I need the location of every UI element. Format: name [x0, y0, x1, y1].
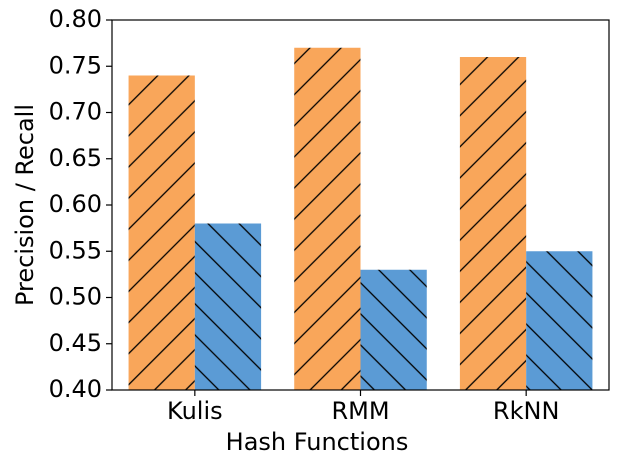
plot-frame — [111, 19, 610, 391]
y-tick-label: 0.45 — [49, 329, 102, 357]
bar — [459, 57, 527, 390]
x-tick-label: RkNN — [493, 397, 559, 425]
y-axis-label: Precision / Recall — [11, 104, 39, 306]
bar — [128, 75, 195, 390]
bar — [194, 223, 262, 390]
y-tick-label: 0.40 — [49, 375, 102, 403]
y-tick-label: 0.55 — [49, 236, 102, 264]
y-tick-label: 0.80 — [49, 5, 102, 33]
y-tick-label: 0.75 — [49, 51, 102, 79]
y-tick-label: 0.65 — [49, 144, 102, 172]
y-tick-label: 0.70 — [49, 98, 102, 126]
x-tick-label: Kulis — [167, 397, 223, 425]
y-tick-label: 0.50 — [49, 283, 102, 311]
bar — [526, 251, 593, 390]
y-tick-label: 0.60 — [49, 190, 102, 218]
bar — [360, 269, 427, 390]
x-tick-label: RMM — [331, 397, 389, 425]
x-axis-label: Hash Functions — [226, 428, 409, 456]
bar — [294, 47, 361, 390]
